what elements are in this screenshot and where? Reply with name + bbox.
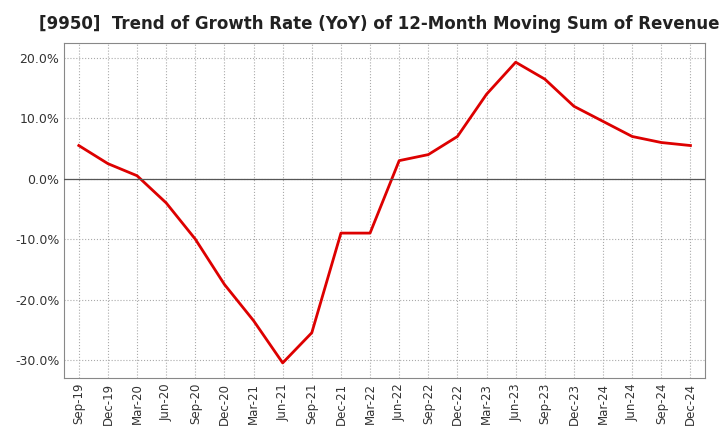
Title: [9950]  Trend of Growth Rate (YoY) of 12-Month Moving Sum of Revenues: [9950] Trend of Growth Rate (YoY) of 12-…	[40, 15, 720, 33]
